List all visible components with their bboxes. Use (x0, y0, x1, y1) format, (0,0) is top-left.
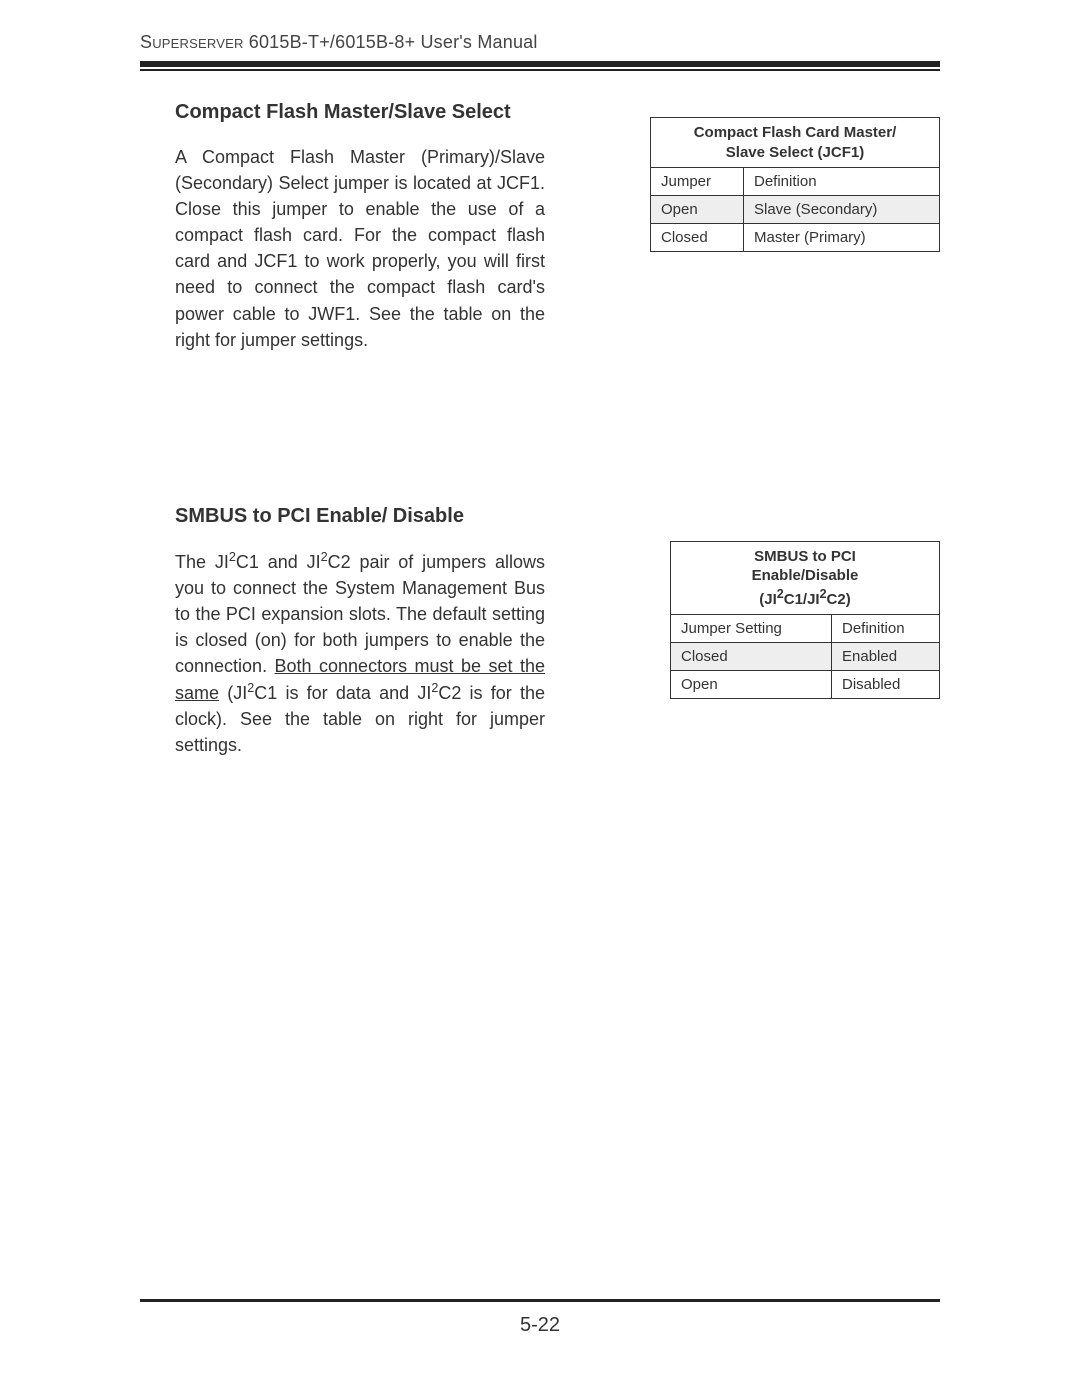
manual-page: Superserver 6015B-T+/6015B-8+ User's Man… (0, 0, 1080, 1397)
table1-r0c1: Open (651, 196, 744, 224)
page-footer: 5-22 (140, 1299, 940, 1337)
running-header: Superserver 6015B-T+/6015B-8+ User's Man… (140, 32, 940, 53)
table1-col1-header: Jumper (651, 168, 744, 196)
table-row: Closed Master (Primary) (651, 224, 940, 252)
table-row: Closed Enabled (671, 643, 940, 671)
table-smbus-pci: SMBUS to PCI Enable/Disable (JI2C1/JI2C2… (670, 541, 940, 700)
table-row: Open Disabled (671, 671, 940, 699)
header-rule-thin (140, 69, 940, 71)
header-title-smallcaps: Superserver (140, 32, 244, 52)
section1-table-column: Compact Flash Card Master/ Slave Select … (650, 117, 940, 252)
section2-table-column: SMBUS to PCI Enable/Disable (JI2C1/JI2C2… (670, 541, 940, 700)
table1-col2-header: Definition (744, 168, 940, 196)
table-compact-flash: Compact Flash Card Master/ Slave Select … (650, 117, 940, 252)
section2-paragraph: The JI2C1 and JI2C2 pair of jumpers allo… (175, 548, 545, 759)
table2-col1-header: Jumper Setting (671, 615, 832, 643)
table-row: Open Slave (Secondary) (651, 196, 940, 224)
table1-title: Compact Flash Card Master/ Slave Select … (651, 118, 940, 168)
section1-heading: Compact Flash Master/Slave Select (175, 99, 545, 126)
table2-title: SMBUS to PCI Enable/Disable (JI2C1/JI2C2… (671, 541, 940, 615)
table1-r0c2: Slave (Secondary) (744, 196, 940, 224)
table2-r1c2: Disabled (832, 671, 940, 699)
section2-heading: SMBUS to PCI Enable/ Disable (175, 503, 545, 530)
table2-r1c1: Open (671, 671, 832, 699)
table1-header-row: Jumper Definition (651, 168, 940, 196)
table2-col2-header: Definition (832, 615, 940, 643)
page-number: 5-22 (140, 1314, 940, 1337)
table2-header-row: Jumper Setting Definition (671, 615, 940, 643)
table1-r1c2: Master (Primary) (744, 224, 940, 252)
section1-paragraph: A Compact Flash Master (Primary)/Slave (… (175, 144, 545, 353)
table1-r1c1: Closed (651, 224, 744, 252)
section1-text-column: Compact Flash Master/Slave Select A Comp… (175, 99, 545, 353)
section-smbus-pci: SMBUS to PCI Enable/ Disable The JI2C1 a… (140, 503, 940, 759)
section2-text-column: SMBUS to PCI Enable/ Disable The JI2C1 a… (175, 503, 545, 759)
section-compact-flash: Compact Flash Master/Slave Select A Comp… (140, 99, 940, 353)
footer-rule (140, 1299, 940, 1302)
header-rule-thick (140, 61, 940, 67)
header-title-rest: 6015B-T+/6015B-8+ User's Manual (244, 32, 538, 52)
table2-r0c1: Closed (671, 643, 832, 671)
table2-r0c2: Enabled (832, 643, 940, 671)
